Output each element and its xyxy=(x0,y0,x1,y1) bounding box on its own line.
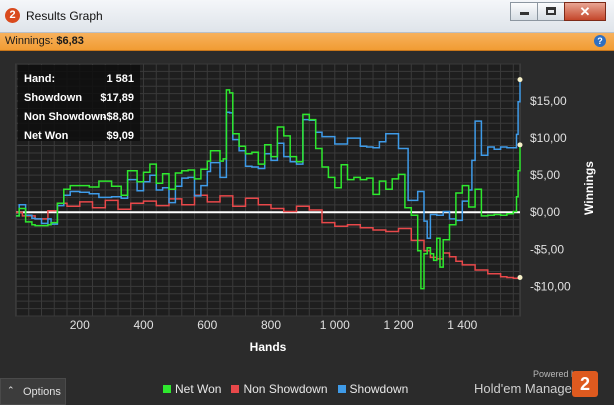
options-button[interactable]: ⌃ Options xyxy=(0,378,66,405)
stats-value: 1 581 xyxy=(106,73,134,85)
winnings-bar: Winnings: $6,83 ? xyxy=(0,33,614,51)
legend-swatch-showdown xyxy=(337,385,346,393)
winnings-value: $6,83 xyxy=(56,35,84,47)
legend-swatch-net-won xyxy=(163,385,171,393)
grid-lines xyxy=(16,63,520,317)
x-tick-label: 200 xyxy=(70,318,90,332)
stats-label: Hand: xyxy=(24,73,55,85)
stats-label: Showdown xyxy=(24,92,82,104)
close-button[interactable]: ✕ xyxy=(564,2,606,21)
y-tick-label: $5,00 xyxy=(530,168,560,182)
powered-by-text: Powered by xyxy=(533,369,581,379)
stats-label: Net Won xyxy=(24,130,69,142)
options-label: Options xyxy=(23,386,61,398)
close-icon: ✕ xyxy=(579,4,591,19)
chevron-up-icon: ⌃ xyxy=(7,385,15,395)
legend-label-showdown: Showdown xyxy=(349,382,409,396)
help-icon[interactable]: ? xyxy=(594,35,606,47)
minimize-icon xyxy=(520,12,529,15)
chart-svg: $15,00 $10,00 $5,00 $0,00 -$5,00 -$10,00 200 40… xyxy=(15,63,596,354)
series-line-net-won xyxy=(16,89,521,290)
stats-box: Hand: 1 581 Showdown $17,89 Non Showdown-$8,… xyxy=(18,65,140,142)
brand-name: Hold'em Manager xyxy=(474,381,577,396)
results-chart: $15,00 $10,00 $5,00 $0,00 -$5,00 -$10,00 200 40… xyxy=(0,51,614,376)
y-tick-label: $0,00 xyxy=(530,205,560,219)
stats-value: $17,89 xyxy=(100,92,134,104)
stats-label: Non Showdown xyxy=(24,111,107,123)
legend-label-non-showdown: Non Showdown xyxy=(243,382,328,396)
series-end-point-non-showdown xyxy=(517,274,523,280)
x-tick-label: 1 200 xyxy=(384,318,414,332)
series-end-point-showdown xyxy=(517,77,523,83)
chart-legend: Net Won Non Showdown Showdown xyxy=(163,382,418,396)
legend-swatch-non-showdown xyxy=(231,385,240,393)
y-tick-label: -$5,00 xyxy=(530,242,564,256)
x-tick-label: 800 xyxy=(261,318,281,332)
x-tick-label: 600 xyxy=(197,318,217,332)
minimize-button[interactable] xyxy=(510,2,538,21)
window-controls: ✕ xyxy=(510,2,606,21)
window-title: Results Graph xyxy=(26,9,103,23)
legend-item-showdown: Showdown xyxy=(337,382,409,396)
winnings-label: Winnings: $6,83 xyxy=(5,35,84,47)
series-line-non-showdown xyxy=(16,194,521,279)
stats-value: -$8,80 xyxy=(103,111,134,123)
stats-value: $9,09 xyxy=(106,130,134,142)
x-tick-label: 400 xyxy=(133,318,153,332)
x-tick-label: 1 000 xyxy=(320,318,350,332)
legend-item-non-showdown: Non Showdown xyxy=(231,382,328,396)
bottom-bar: ⌃ Options Net Won Non Showdown Showdown … xyxy=(0,369,614,405)
y-axis-label: Winnings xyxy=(582,161,596,215)
brand-logo-icon: 2 xyxy=(572,371,598,397)
x-axis-label: Hands xyxy=(250,340,287,354)
legend-label-net-won: Net Won xyxy=(175,382,222,396)
app-logo-icon: 2 xyxy=(5,8,20,23)
y-tick-label: $15,00 xyxy=(530,94,567,108)
maximize-button[interactable] xyxy=(537,2,565,21)
series-end-point-net-won xyxy=(517,142,523,148)
x-tick-label: 1 400 xyxy=(447,318,477,332)
stats-box-bg xyxy=(18,65,140,141)
legend-item-net-won: Net Won xyxy=(163,382,221,396)
winnings-label-text: Winnings: xyxy=(5,35,54,47)
maximize-icon xyxy=(546,7,556,15)
title-bar: 2 Results Graph ✕ xyxy=(0,0,614,33)
y-tick-label: $10,00 xyxy=(530,131,567,145)
y-tick-label: -$10,00 xyxy=(530,279,571,293)
